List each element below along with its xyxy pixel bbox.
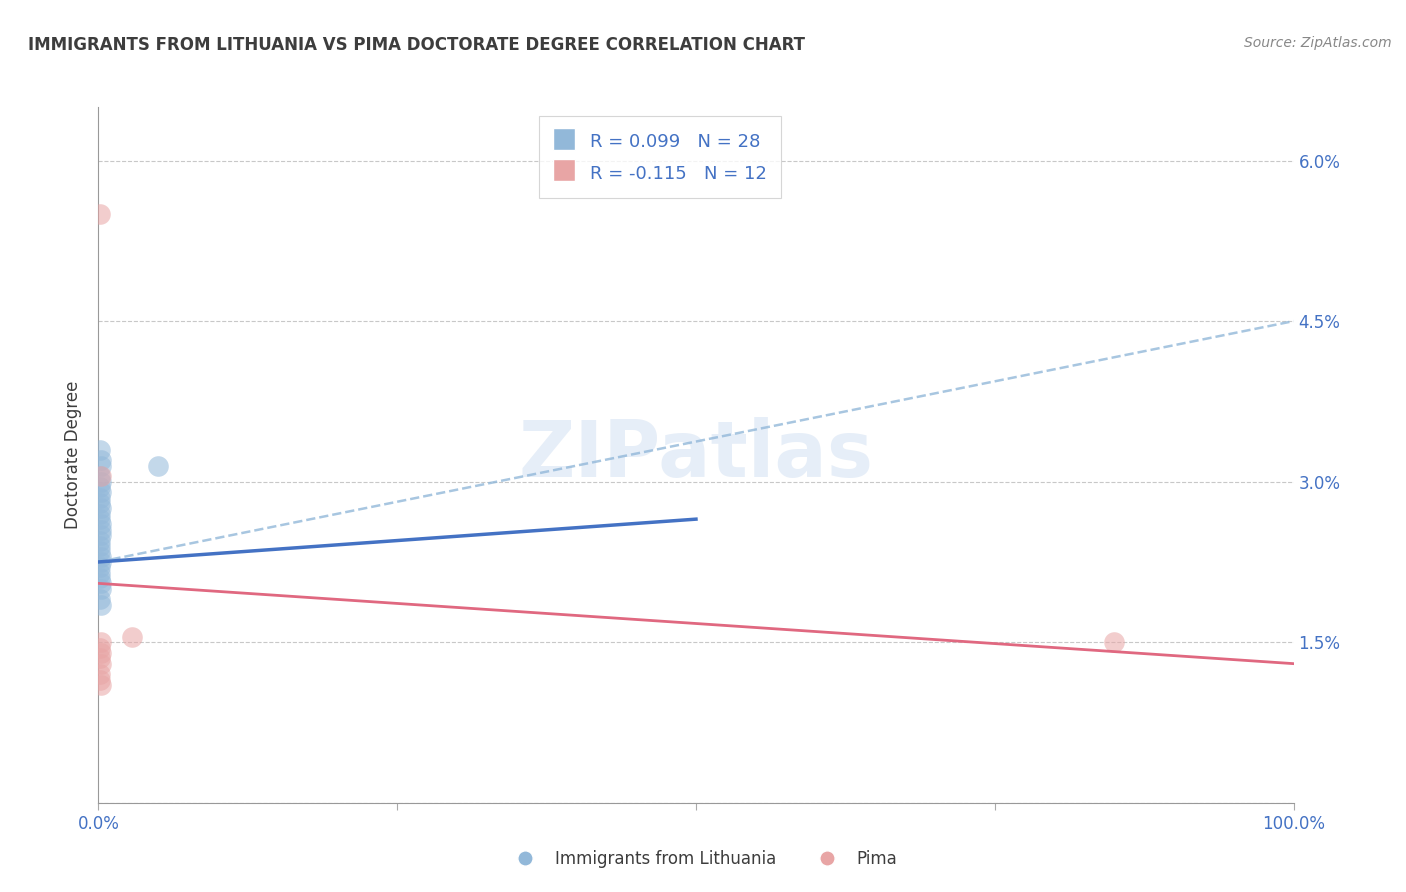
Point [90, 453, 112, 467]
Legend: R = 0.099   N = 28, R = -0.115   N = 12: R = 0.099 N = 28, R = -0.115 N = 12 [538, 116, 782, 198]
Point [89, 651, 111, 665]
Point [90, 555, 112, 569]
Point [90, 646, 112, 660]
Point [90, 475, 112, 489]
Point [90, 549, 112, 564]
Point [89, 442, 111, 457]
Point [90, 458, 112, 473]
Point [89, 560, 111, 574]
Point [121, 630, 143, 644]
Point [90, 523, 112, 537]
Point [89, 566, 111, 580]
Point [90, 517, 112, 532]
Point [89, 544, 111, 558]
Point [89, 507, 111, 521]
Text: IMMIGRANTS FROM LITHUANIA VS PIMA DOCTORATE DEGREE CORRELATION CHART: IMMIGRANTS FROM LITHUANIA VS PIMA DOCTOR… [28, 36, 806, 54]
Point [89, 512, 111, 526]
Point [90, 582, 112, 596]
Point [90, 678, 112, 692]
Point [90, 635, 112, 649]
Y-axis label: Doctorate Degree: Doctorate Degree [65, 381, 83, 529]
Point [90, 485, 112, 500]
Point [89, 667, 111, 681]
Point [90, 469, 112, 483]
Point [90, 528, 112, 542]
Point [89, 673, 111, 687]
Point [89, 640, 111, 655]
Point [89, 491, 111, 505]
Point [89, 539, 111, 553]
Point [89, 480, 111, 494]
Point [1102, 635, 1125, 649]
Point [89, 533, 111, 548]
Point [89, 592, 111, 607]
Point [90, 576, 112, 591]
Point [89, 571, 111, 585]
Point [89, 496, 111, 510]
Point [90, 501, 112, 516]
Text: Source: ZipAtlas.com: Source: ZipAtlas.com [1244, 36, 1392, 50]
Legend: Immigrants from Lithuania, Pima: Immigrants from Lithuania, Pima [502, 844, 904, 875]
Point [89, 469, 111, 483]
Point [148, 458, 170, 473]
Text: ZIPatlas: ZIPatlas [519, 417, 873, 493]
Point [90, 598, 112, 612]
Point [89, 207, 111, 221]
Point [90, 657, 112, 671]
